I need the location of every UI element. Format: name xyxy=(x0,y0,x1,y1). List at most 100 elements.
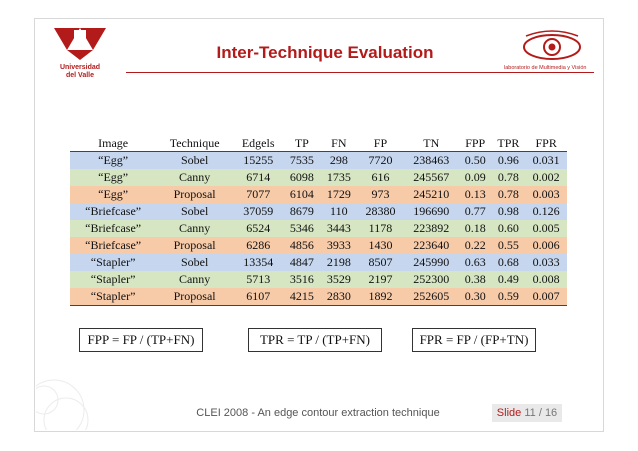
cell-technique: Proposal xyxy=(156,237,234,254)
cell-edgels: 37059 xyxy=(233,203,284,220)
cell-tpr: 0.78 xyxy=(491,169,526,186)
cell-technique: Canny xyxy=(156,220,234,237)
cell-technique: Proposal xyxy=(156,288,234,306)
cell-technique: Sobel xyxy=(156,151,234,169)
table-row: “Egg” Proposal 7077 6104 1729 973 245210… xyxy=(70,186,567,203)
col-header-fpr: FPR xyxy=(525,136,567,152)
cell-tn: 223892 xyxy=(403,220,460,237)
cell-fn: 298 xyxy=(320,151,358,169)
decorative-circles-icon xyxy=(36,379,89,430)
cell-fn: 110 xyxy=(320,203,358,220)
cell-fpr: 0.126 xyxy=(525,203,567,220)
cell-tpr: 0.49 xyxy=(491,271,526,288)
table-row: “Briefcase” Canny 6524 5346 3443 1178 22… xyxy=(70,220,567,237)
university-name-line1: Universidad xyxy=(59,64,101,71)
cell-edgels: 7077 xyxy=(233,186,284,203)
cell-tp: 6104 xyxy=(283,186,321,203)
slide-separator: / xyxy=(538,407,542,419)
col-header-fn: FN xyxy=(320,136,358,152)
university-name: Universidad del Valle xyxy=(48,64,112,80)
cell-fp: 1892 xyxy=(357,288,404,306)
cell-tp: 8679 xyxy=(283,203,321,220)
cell-image: “Briefcase” xyxy=(70,220,157,237)
table-row: “Briefcase” Proposal 6286 4856 3933 1430… xyxy=(70,237,567,254)
cell-fn: 3529 xyxy=(320,271,358,288)
col-header-tpr: TPR xyxy=(491,136,526,152)
cell-edgels: 15255 xyxy=(233,151,284,169)
cell-fpp: 0.09 xyxy=(459,169,492,186)
cell-tp: 4847 xyxy=(283,254,321,271)
col-header-tp: TP xyxy=(283,136,321,152)
footer-text: CLEI 2008 - An edge contour extraction t… xyxy=(196,407,440,419)
cell-tpr: 0.55 xyxy=(491,237,526,254)
cell-edgels: 6286 xyxy=(233,237,284,254)
cell-edgels: 6524 xyxy=(233,220,284,237)
cell-fpr: 0.002 xyxy=(525,169,567,186)
cell-edgels: 6107 xyxy=(233,288,284,306)
cell-image: “Egg” xyxy=(70,151,157,169)
col-header-technique: Technique xyxy=(156,136,234,152)
cell-fpr: 0.005 xyxy=(525,220,567,237)
cell-tp: 3516 xyxy=(283,271,321,288)
slide-total: 16 xyxy=(544,407,558,419)
lab-logo: laboratorio de Multimedia y Visión xyxy=(504,30,604,74)
cell-image: “Stapler” xyxy=(70,254,157,271)
cell-fp: 2197 xyxy=(357,271,404,288)
cell-fpp: 0.77 xyxy=(459,203,492,220)
cell-fp: 1178 xyxy=(357,220,404,237)
cell-tpr: 0.59 xyxy=(491,288,526,306)
cell-fpr: 0.033 xyxy=(525,254,567,271)
col-header-fp: FP xyxy=(357,136,404,152)
cell-edgels: 13354 xyxy=(233,254,284,271)
evaluation-table: Image Technique Edgels TP FN FP TN FPP T… xyxy=(70,136,567,306)
cell-fpp: 0.30 xyxy=(459,288,492,306)
cell-tn: 196690 xyxy=(403,203,460,220)
cell-edgels: 6714 xyxy=(233,169,284,186)
cell-fn: 1729 xyxy=(320,186,358,203)
table-row: “Egg” Sobel 15255 7535 298 7720 238463 0… xyxy=(70,151,567,169)
fpp-formula: FPP = FP / (TP+FN) xyxy=(79,328,203,352)
cell-image: “Stapler” xyxy=(70,288,157,306)
cell-tn: 252605 xyxy=(403,288,460,306)
cell-fpp: 0.22 xyxy=(459,237,492,254)
page-title: Inter-Technique Evaluation xyxy=(216,43,434,62)
cell-fp: 1430 xyxy=(357,237,404,254)
eye-icon xyxy=(523,30,581,60)
cell-fpr: 0.003 xyxy=(525,186,567,203)
cell-fpr: 0.008 xyxy=(525,271,567,288)
title-divider xyxy=(126,72,594,73)
col-header-fpp: FPP xyxy=(459,136,492,152)
cell-image: “Egg” xyxy=(70,186,157,203)
cell-technique: Sobel xyxy=(156,254,234,271)
cell-fp: 616 xyxy=(357,169,404,186)
cell-tp: 5346 xyxy=(283,220,321,237)
cell-tp: 6098 xyxy=(283,169,321,186)
slide-number: Slide 11 / 16 xyxy=(492,404,562,422)
cell-tp: 7535 xyxy=(283,151,321,169)
tpr-formula: TPR = TP / (TP+FN) xyxy=(248,328,382,352)
slide-current: 11 xyxy=(524,407,536,419)
cell-tn: 245990 xyxy=(403,254,460,271)
lab-name: laboratorio de Multimedia y Visión xyxy=(504,65,587,71)
slide-label: Slide xyxy=(496,407,522,419)
cell-fn: 2830 xyxy=(320,288,358,306)
col-header-image: Image xyxy=(70,136,157,152)
fpr-formula: FPR = FP / (FP+TN) xyxy=(412,328,536,352)
cell-tpr: 0.60 xyxy=(491,220,526,237)
cell-tn: 245567 xyxy=(403,169,460,186)
cell-fpp: 0.63 xyxy=(459,254,492,271)
cell-fp: 7720 xyxy=(357,151,404,169)
cell-tp: 4215 xyxy=(283,288,321,306)
table-row: “Egg” Canny 6714 6098 1735 616 245567 0.… xyxy=(70,169,567,186)
cell-tpr: 0.68 xyxy=(491,254,526,271)
cell-technique: Proposal xyxy=(156,186,234,203)
cell-fpp: 0.18 xyxy=(459,220,492,237)
cell-image: “Egg” xyxy=(70,169,157,186)
cell-fn: 3443 xyxy=(320,220,358,237)
cell-tpr: 0.78 xyxy=(491,186,526,203)
table-header-row: Image Technique Edgels TP FN FP TN FPP T… xyxy=(70,136,567,152)
table-row: “Briefcase” Sobel 37059 8679 110 28380 1… xyxy=(70,203,567,220)
cell-fpp: 0.38 xyxy=(459,271,492,288)
table-row: “Stapler” Proposal 6107 4215 2830 1892 2… xyxy=(70,288,567,306)
cell-fpr: 0.006 xyxy=(525,237,567,254)
